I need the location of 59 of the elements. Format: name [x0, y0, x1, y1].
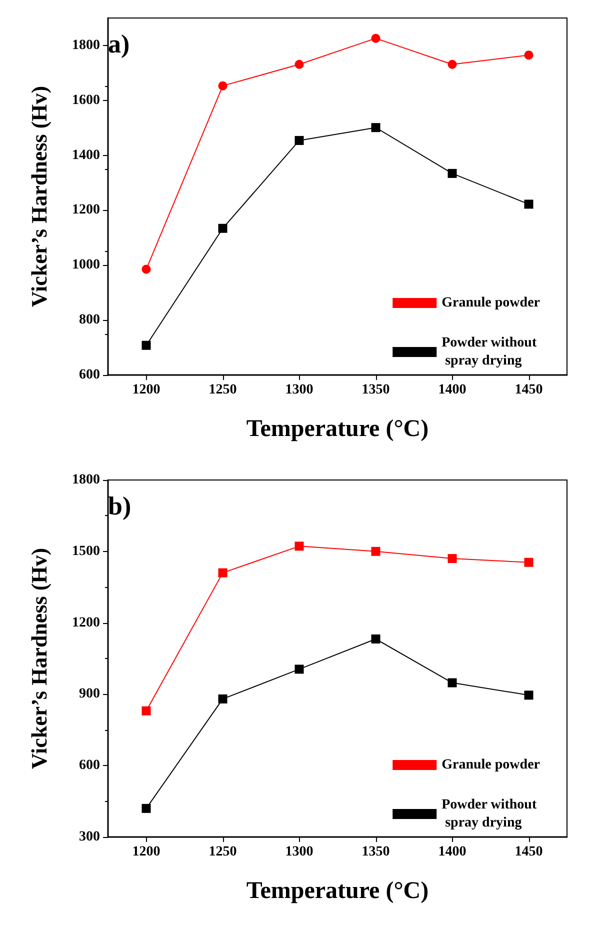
- point: [142, 264, 151, 274]
- legend-label: Granule powder: [442, 296, 540, 310]
- legend-label: Granule powder: [442, 758, 540, 772]
- x-tick-label: 1250: [208, 844, 237, 860]
- point: [142, 706, 151, 716]
- y-tick-label: 600: [79, 368, 100, 382]
- y-axis-title: Vicker’s Hardness (Hv): [26, 548, 52, 770]
- point: [448, 554, 457, 564]
- point: [294, 136, 304, 145]
- x-tick-label: 1350: [362, 844, 390, 860]
- point: [218, 224, 228, 233]
- point: [448, 60, 457, 69]
- x-tick-label: 1200: [132, 382, 160, 398]
- x-tick-label: 1300: [285, 844, 314, 860]
- point: [371, 546, 380, 556]
- chart-title: a): [108, 30, 130, 58]
- y-tick-label: 1800: [72, 38, 100, 53]
- y-tick-label: 600: [79, 758, 100, 774]
- x-tick-label: 1300: [285, 382, 314, 398]
- y-axis-title: Vicker’s Hardness (Hv): [26, 86, 52, 308]
- point: [142, 340, 151, 350]
- x-tick-label: 1450: [514, 844, 543, 860]
- y-tick-label: 1000: [72, 258, 100, 273]
- x-tick-label: 1250: [208, 382, 237, 398]
- point: [524, 690, 534, 700]
- x-tick-label: 1200: [132, 844, 160, 860]
- y-tick-label: 1200: [72, 202, 100, 218]
- point: [142, 804, 151, 813]
- x-tick-label: 1450: [514, 382, 543, 398]
- point: [524, 558, 534, 567]
- chart-title: b): [108, 492, 132, 520]
- point: [448, 678, 457, 688]
- point: [448, 168, 457, 178]
- y-tick-label: 1600: [72, 92, 100, 108]
- y-tick-label: 1400: [72, 148, 100, 163]
- point: [294, 664, 304, 674]
- x-tick-label: 1400: [438, 844, 466, 860]
- point: [218, 81, 228, 90]
- x-axis-title: Temperature (°C): [246, 878, 429, 904]
- x-axis-title: Temperature (°C): [246, 416, 429, 442]
- y-tick-label: 1800: [72, 472, 100, 488]
- point: [294, 542, 304, 551]
- point: [524, 200, 534, 209]
- x-tick-label: 1350: [362, 382, 390, 398]
- y-tick-label: 300: [79, 830, 100, 844]
- y-tick-label: 800: [79, 312, 100, 328]
- y-tick-label: 1200: [72, 615, 100, 630]
- point: [218, 568, 228, 578]
- point: [218, 694, 228, 704]
- point: [371, 123, 380, 132]
- point: [294, 60, 304, 69]
- legend-label: Powder without spray drying: [442, 336, 537, 368]
- point: [371, 634, 380, 644]
- point: [524, 50, 534, 60]
- y-tick-label: 1500: [72, 544, 100, 559]
- legend-label: Powder without spray drying: [442, 798, 537, 830]
- y-tick-label: 900: [79, 686, 100, 702]
- point: [371, 34, 380, 43]
- x-tick-label: 1400: [438, 382, 466, 398]
